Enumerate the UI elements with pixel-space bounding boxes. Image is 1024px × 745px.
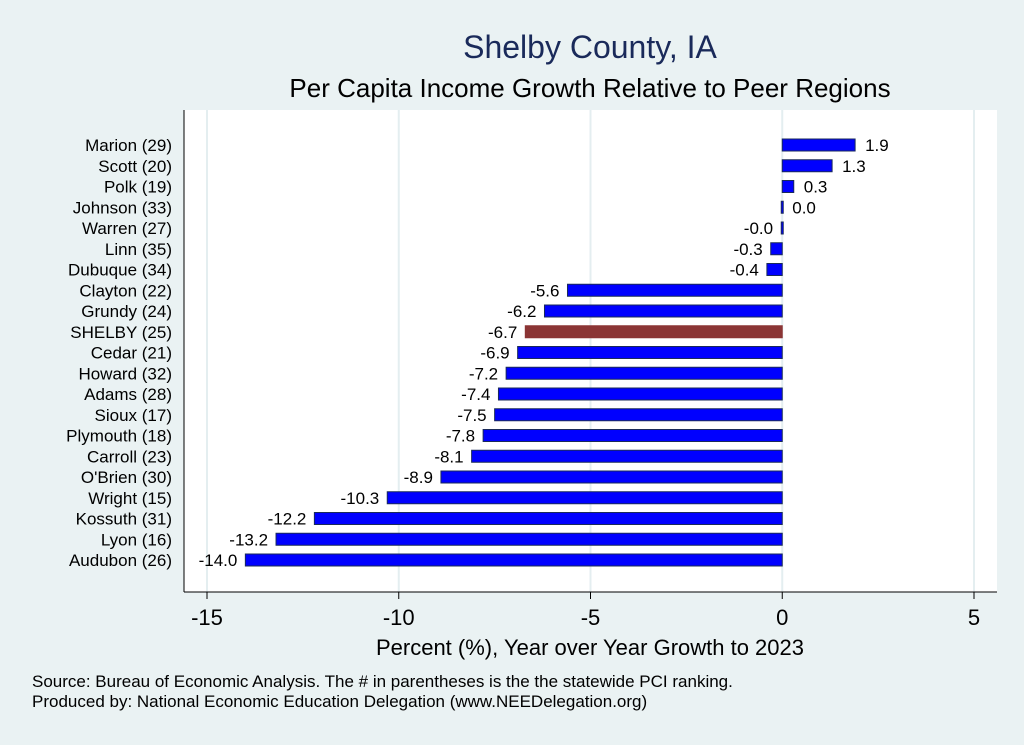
value-label: -14.0: [199, 551, 238, 570]
x-tick-label: 5: [968, 605, 980, 630]
value-label: -7.5: [457, 406, 486, 425]
category-label: Polk (19): [104, 178, 172, 197]
value-label: -0.0: [744, 219, 773, 238]
bar: [781, 180, 795, 193]
bar: [780, 221, 784, 235]
category-label: Marion (29): [85, 136, 172, 155]
producer-note: Produced by: National Economic Education…: [32, 692, 648, 711]
bar: [543, 304, 783, 318]
category-label: Audubon (26): [69, 551, 172, 570]
bar: [313, 512, 783, 525]
category-label: Plymouth (18): [66, 427, 172, 446]
category-label: Warren (27): [82, 219, 172, 238]
bar: [275, 532, 783, 546]
bar: [566, 283, 783, 297]
chart-subtitle: Per Capita Income Growth Relative to Pee…: [289, 73, 890, 103]
x-axis-label: Percent (%), Year over Year Growth to 20…: [376, 635, 804, 660]
value-label: -6.2: [507, 302, 536, 321]
x-tick-label: 0: [776, 605, 788, 630]
category-label: Clayton (22): [79, 281, 172, 300]
value-label: -8.9: [404, 468, 433, 487]
value-labels: 1.9 1.3 0.30.0 -0.0 -0.3 -0.4 -5.6 -6.2 -6.7 -6.9…: [199, 136, 889, 570]
category-label: Dubuque (34): [68, 261, 172, 280]
value-label: 1.3: [842, 157, 866, 176]
category-label: Scott (20): [98, 157, 172, 176]
category-label: Lyon (16): [101, 530, 172, 549]
bar: [770, 242, 783, 256]
category-label: Sioux (17): [95, 406, 172, 425]
bar: [781, 138, 856, 152]
category-label: SHELBY (25): [70, 323, 172, 342]
value-label: -10.3: [341, 489, 380, 508]
bar: [471, 449, 783, 463]
bar: [440, 470, 783, 484]
category-label: O'Brien (30): [81, 468, 172, 487]
category-label: Adams (28): [84, 385, 172, 404]
value-label: -6.9: [480, 344, 509, 363]
value-label: -12.2: [268, 510, 307, 529]
value-label: -8.1: [434, 447, 463, 466]
x-tick-label: -5: [581, 605, 601, 630]
chart-title: Shelby County, IA: [463, 29, 717, 65]
value-label: -0.3: [733, 240, 762, 259]
category-label: Kossuth (31): [76, 510, 172, 529]
bar: [482, 429, 783, 442]
bar: [244, 553, 783, 567]
value-label: 1.9: [865, 136, 889, 155]
value-label: -7.2: [469, 364, 498, 383]
value-label: -0.4: [730, 261, 759, 280]
bar: [781, 159, 833, 173]
x-tick-label: -15: [191, 605, 223, 630]
value-label: -6.7: [488, 323, 517, 342]
category-label: Wright (15): [88, 489, 172, 508]
category-label: Grundy (24): [81, 302, 172, 321]
value-label: 0.3: [804, 178, 828, 197]
category-label: Linn (35): [105, 240, 172, 259]
bar: [766, 263, 783, 276]
category-label: Howard (32): [78, 364, 172, 383]
bar: [386, 491, 783, 505]
x-tick-label: -10: [383, 605, 415, 630]
bar: [505, 366, 783, 380]
value-label: -7.4: [461, 385, 490, 404]
category-label: Cedar (21): [91, 344, 172, 363]
category-label: Carroll (23): [87, 447, 172, 466]
category-labels: Marion (29) Scott (20) Polk (19)Johnson (3…: [66, 136, 172, 570]
x-axis: -15 -10 -5 0 5: [183, 110, 997, 630]
value-label: -7.8: [446, 427, 475, 446]
bar: [517, 346, 783, 359]
value-label: -13.2: [229, 530, 268, 549]
category-label: Johnson (33): [73, 198, 172, 217]
source-note: Source: Bureau of Economic Analysis. The…: [32, 672, 733, 691]
bar: [497, 387, 783, 401]
bar: [780, 200, 784, 214]
bar: [494, 408, 783, 422]
bar-highlight: [524, 325, 783, 339]
value-label: 0.0: [792, 198, 816, 217]
value-label: -5.6: [530, 281, 559, 300]
bars: [244, 138, 856, 567]
